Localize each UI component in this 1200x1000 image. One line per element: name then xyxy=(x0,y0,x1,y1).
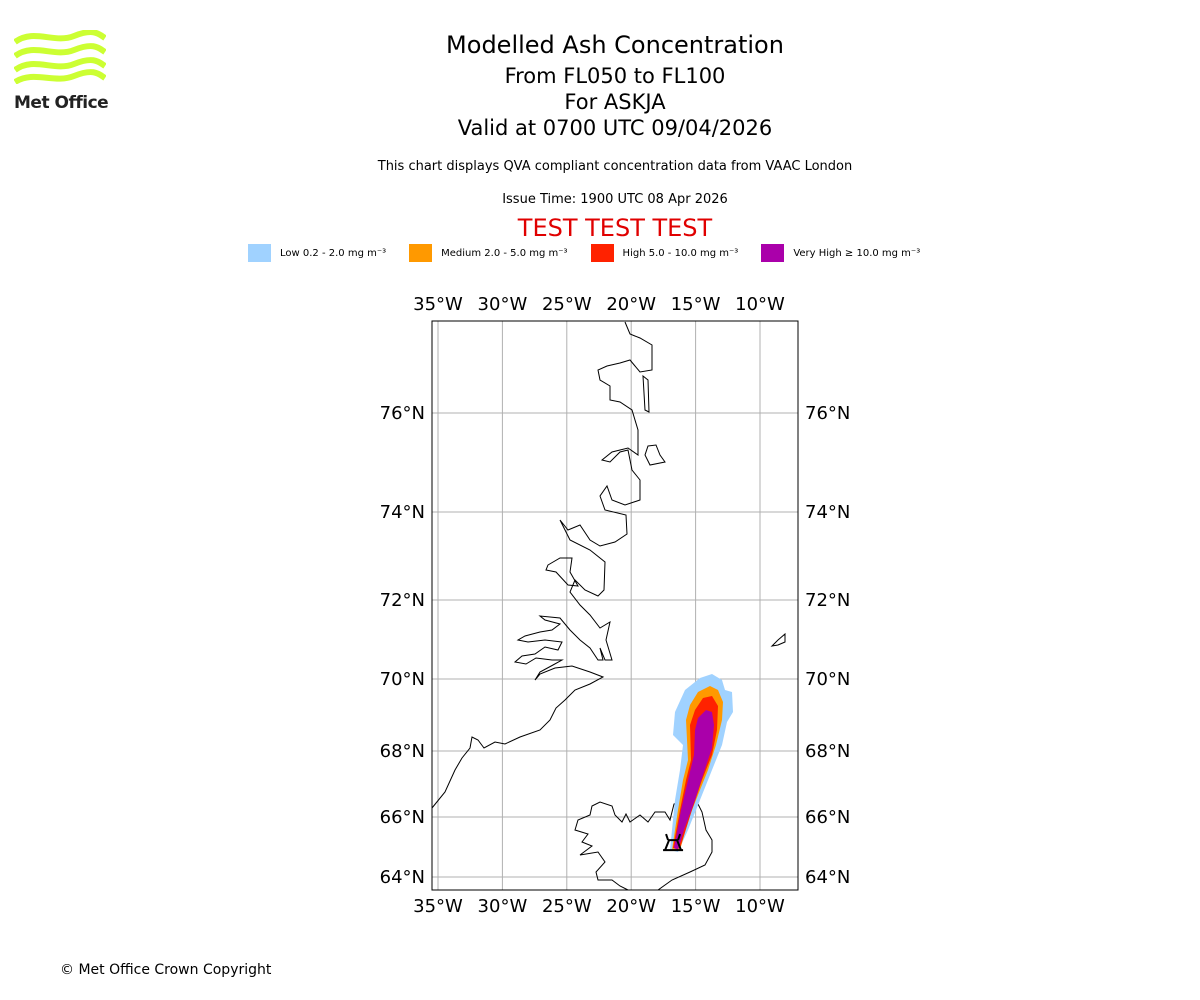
lat-tick-label: 76°N xyxy=(380,403,425,424)
legend-swatch xyxy=(248,244,271,262)
test-banner: TEST TEST TEST xyxy=(517,214,713,242)
met-office-logo: Met Office xyxy=(13,29,109,113)
lon-tick-label: 15°W xyxy=(671,896,721,917)
logo-text: Met Office xyxy=(14,93,109,113)
lon-tick-label: 20°W xyxy=(606,294,656,315)
lat-tick-label: 68°N xyxy=(380,741,425,762)
lon-tick-label: 10°W xyxy=(735,896,785,917)
description: This chart displays QVA compliant concen… xyxy=(377,159,853,174)
lat-tick-label: 74°N xyxy=(380,502,425,523)
lon-tick-label: 30°W xyxy=(478,294,528,315)
copyright: © Met Office Crown Copyright xyxy=(60,962,272,978)
gridlines xyxy=(432,321,798,890)
lon-tick-label: 30°W xyxy=(478,896,528,917)
lat-tick-label: 66°N xyxy=(380,807,425,828)
legend: Low 0.2 - 2.0 mg m⁻³ Medium 2.0 - 5.0 mg… xyxy=(248,244,943,262)
legend-item-medium: Medium 2.0 - 5.0 mg m⁻³ xyxy=(409,244,568,262)
legend-label: Medium 2.0 - 5.0 mg m⁻³ xyxy=(441,247,568,259)
lat-tick-label: 64°N xyxy=(805,867,850,888)
legend-item-low: Low 0.2 - 2.0 mg m⁻³ xyxy=(248,244,386,262)
lon-tick-label: 15°W xyxy=(671,294,721,315)
volcano-name: For ASKJA xyxy=(564,90,666,114)
lat-tick-label: 70°N xyxy=(380,669,425,690)
legend-item-very-high: Very High ≥ 10.0 mg m⁻³ xyxy=(761,244,920,262)
lat-tick-label: 70°N xyxy=(805,669,850,690)
axis-tick-labels: 35°W 35°W 30°W 30°W 25°W 25°W 20°W 20°W 15°W 15°W… xyxy=(380,294,851,917)
issue-time: Issue Time: 1900 UTC 08 Apr 2026 xyxy=(502,192,728,207)
ash-plume xyxy=(670,674,733,852)
legend-swatch xyxy=(590,244,614,262)
chart-title: Modelled Ash Concentration xyxy=(446,31,784,59)
legend-swatch xyxy=(409,244,433,262)
lat-tick-label: 68°N xyxy=(805,741,850,762)
lon-tick-label: 10°W xyxy=(735,294,785,315)
plume-very-high xyxy=(674,710,714,850)
lat-tick-label: 74°N xyxy=(805,502,850,523)
lat-tick-label: 72°N xyxy=(380,590,425,611)
lat-tick-label: 76°N xyxy=(805,403,850,424)
lon-tick-label: 25°W xyxy=(542,896,592,917)
lon-tick-label: 35°W xyxy=(413,294,463,315)
flight-levels: From FL050 to FL100 xyxy=(504,64,726,88)
legend-label: Low 0.2 - 2.0 mg m⁻³ xyxy=(280,247,387,259)
legend-item-high: High 5.0 - 10.0 mg m⁻³ xyxy=(590,244,739,262)
legend-swatch xyxy=(761,244,785,262)
legend-label: High 5.0 - 10.0 mg m⁻³ xyxy=(622,247,739,259)
lat-tick-label: 66°N xyxy=(805,807,850,828)
lon-tick-label: 20°W xyxy=(606,896,656,917)
lon-tick-label: 35°W xyxy=(413,896,463,917)
lat-tick-label: 72°N xyxy=(805,590,850,611)
valid-time: Valid at 0700 UTC 09/04/2026 xyxy=(457,116,773,140)
map-frame xyxy=(431,320,799,891)
volcano-icon xyxy=(663,833,684,852)
legend-label: Very High ≥ 10.0 mg m⁻³ xyxy=(793,247,921,259)
logo-waves-icon xyxy=(13,29,107,85)
coastlines xyxy=(431,321,786,891)
lon-tick-label: 25°W xyxy=(542,294,592,315)
lat-tick-label: 64°N xyxy=(380,867,425,888)
